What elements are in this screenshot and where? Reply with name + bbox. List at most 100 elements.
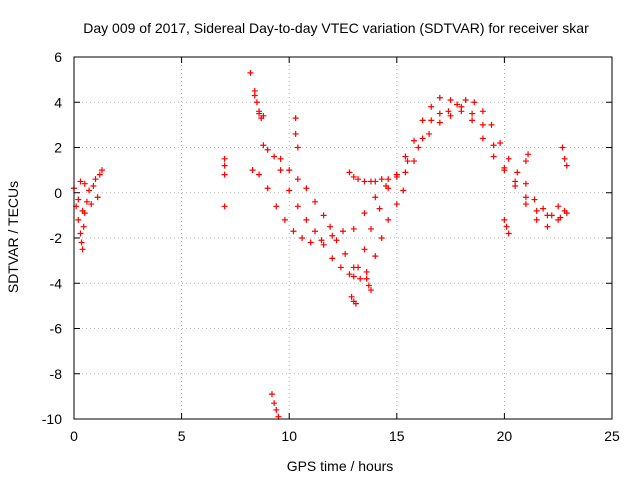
data-point (81, 180, 88, 187)
data-point (75, 216, 82, 223)
data-point (337, 264, 344, 271)
data-point (320, 212, 327, 219)
data-point (363, 268, 370, 275)
data-point (80, 223, 87, 230)
data-point (376, 205, 383, 212)
data-point (256, 171, 263, 178)
data-point (346, 271, 353, 278)
data-point (402, 169, 409, 176)
data-point (303, 216, 310, 223)
data-point (501, 164, 508, 171)
y-tick-label: -2 (50, 230, 63, 246)
data-point (385, 216, 392, 223)
data-point (522, 158, 529, 165)
data-point (247, 69, 254, 76)
data-point (260, 142, 267, 149)
data-point (363, 275, 370, 282)
data-point (402, 153, 409, 160)
data-point (514, 169, 521, 176)
data-point (505, 155, 512, 162)
data-point (544, 223, 551, 230)
data-point (94, 194, 101, 201)
data-point (469, 117, 476, 124)
data-point (378, 235, 385, 241)
data-point (462, 96, 469, 103)
data-point (312, 198, 319, 205)
data-point (350, 173, 357, 180)
chart-title: Day 009 of 2017, Sidereal Day-to-day VTE… (83, 20, 589, 36)
data-point (400, 187, 407, 194)
data-point (428, 103, 435, 110)
data-point (286, 167, 293, 174)
data-point (471, 99, 478, 106)
data-point (271, 400, 278, 407)
data-point (350, 225, 357, 232)
data-point (320, 241, 327, 248)
data-point (96, 171, 103, 178)
series-trace-d (277, 155, 407, 282)
series-cluster-0-1.3h (71, 167, 105, 253)
data-point (294, 144, 301, 151)
data-point (490, 142, 497, 149)
x-tick-label: 25 (604, 428, 620, 444)
data-point (361, 178, 368, 185)
data-point (479, 108, 486, 115)
data-point (350, 264, 357, 271)
data-point (221, 155, 228, 162)
y-tick-label: -6 (50, 321, 63, 337)
data-point (83, 198, 90, 205)
y-axis-label: SDTVAR / TECUs (5, 181, 21, 293)
grid-lines (74, 57, 612, 419)
data-points (71, 69, 570, 420)
data-point (372, 194, 379, 201)
data-point (312, 228, 319, 235)
x-tick-label: 15 (389, 428, 405, 444)
data-point (447, 112, 454, 119)
y-tick-label: -8 (50, 366, 63, 382)
series-trace-c (346, 96, 570, 221)
data-point (559, 144, 566, 151)
data-point (264, 146, 271, 153)
data-point (393, 201, 400, 208)
data-point (479, 121, 486, 128)
data-point (533, 207, 540, 214)
data-point (88, 201, 95, 208)
data-point (292, 115, 299, 122)
y-tick-label: 6 (54, 49, 62, 65)
data-point (342, 250, 349, 257)
data-point (346, 169, 353, 176)
data-point (318, 237, 325, 244)
data-point (77, 178, 84, 185)
data-point (533, 216, 540, 223)
data-point (411, 158, 418, 165)
data-point (372, 253, 379, 260)
data-point (561, 155, 568, 162)
data-point (260, 112, 267, 119)
x-axis-label: GPS time / hours (287, 458, 394, 474)
data-point (249, 167, 256, 174)
data-point (445, 108, 452, 115)
data-point (365, 282, 372, 289)
x-tick-label: 0 (70, 428, 78, 444)
data-point (490, 153, 497, 160)
data-point (329, 255, 336, 262)
data-point (277, 155, 284, 162)
data-point (503, 223, 510, 230)
data-point (555, 203, 562, 210)
data-point (522, 180, 529, 187)
data-point (419, 135, 426, 142)
data-point (540, 205, 547, 212)
y-tick-label: 4 (54, 94, 62, 110)
data-point (329, 232, 336, 239)
data-point (361, 210, 368, 217)
series-trace-a (247, 69, 568, 280)
data-point (277, 167, 284, 174)
data-point (303, 185, 310, 192)
data-point (378, 176, 385, 183)
data-point (294, 203, 301, 210)
data-point (436, 110, 443, 117)
y-tick-label: 0 (54, 185, 62, 201)
x-tick-label: 10 (281, 428, 297, 444)
data-point (419, 117, 426, 124)
